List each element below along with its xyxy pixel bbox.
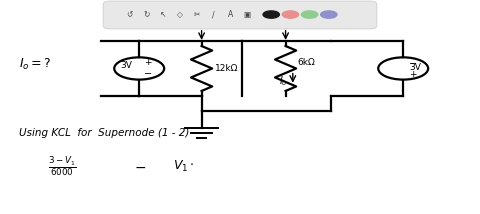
Text: $I_o$: $I_o$ (279, 74, 288, 88)
Text: 6kΩ: 6kΩ (298, 58, 315, 67)
Text: ◇: ◇ (177, 10, 183, 19)
Text: 12kΩ: 12kΩ (215, 64, 239, 73)
Circle shape (301, 11, 318, 18)
Text: A: A (228, 10, 233, 19)
Text: ▣: ▣ (243, 10, 251, 19)
Text: $V_1 \cdot$: $V_1 \cdot$ (173, 159, 194, 174)
Text: $-$: $-$ (134, 160, 146, 174)
Text: +: + (144, 58, 152, 67)
Circle shape (282, 11, 299, 18)
Circle shape (263, 11, 279, 18)
Text: 3V: 3V (409, 63, 421, 72)
Text: −: − (144, 69, 152, 79)
Text: 3V: 3V (120, 61, 132, 70)
Text: /: / (212, 10, 215, 19)
Text: ↻: ↻ (143, 10, 150, 19)
Text: $I_o = ?$: $I_o = ?$ (19, 57, 52, 72)
Text: ↺: ↺ (126, 10, 133, 19)
Text: $\frac{3 - V_1}{6000}$: $\frac{3 - V_1}{6000}$ (48, 155, 76, 179)
Text: Using KCL  for  Supernode (1 - 2): Using KCL for Supernode (1 - 2) (19, 128, 190, 138)
Text: +: + (409, 70, 417, 79)
Text: −: − (409, 59, 417, 69)
FancyBboxPatch shape (103, 1, 377, 29)
Circle shape (321, 11, 337, 18)
Text: ↖: ↖ (160, 10, 167, 19)
Text: ✂: ✂ (193, 10, 200, 19)
